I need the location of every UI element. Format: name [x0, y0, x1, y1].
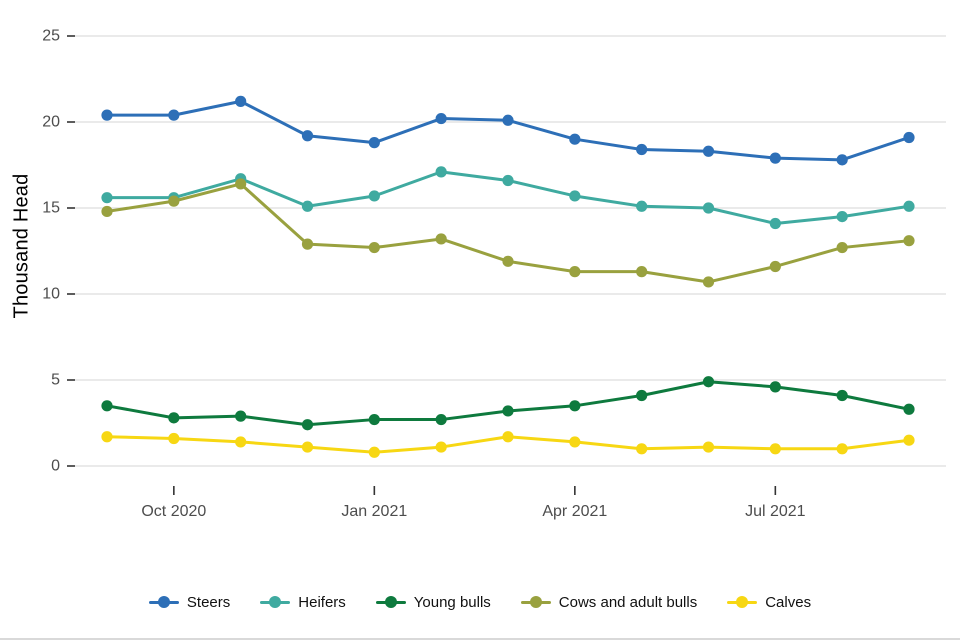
- legend-item-calves: Calves: [727, 594, 811, 611]
- data-point: [903, 434, 915, 446]
- legend-marker-icon: [260, 595, 291, 609]
- data-point: [101, 109, 113, 121]
- data-point: [235, 436, 247, 448]
- data-point: [101, 431, 113, 443]
- data-point: [836, 443, 848, 455]
- data-point: [101, 400, 113, 412]
- y-tick-label: 20: [42, 114, 60, 131]
- data-point: [435, 166, 447, 178]
- data-point: [168, 195, 180, 207]
- legend-label: Calves: [765, 593, 812, 611]
- legend-label: Heifers: [298, 593, 346, 611]
- y-tick-label: 10: [42, 286, 60, 303]
- x-tick-label: Apr 2021: [542, 503, 607, 520]
- data-point: [502, 255, 514, 267]
- series-line-steers: [105, 99, 911, 162]
- data-point: [636, 443, 648, 455]
- data-point: [702, 441, 715, 453]
- data-point: [168, 432, 180, 445]
- data-point: [101, 192, 113, 204]
- legend-label: Young bulls: [413, 593, 491, 611]
- data-point: [301, 238, 314, 250]
- data-point: [702, 376, 715, 388]
- data-point: [769, 152, 781, 164]
- data-point: [903, 235, 915, 247]
- data-point: [235, 410, 247, 422]
- chart-legend: Steers Heifers Young bulls Cows and adult b…: [0, 584, 960, 620]
- data-point: [368, 446, 380, 458]
- data-point: [301, 441, 314, 453]
- series-line-young-bulls: [105, 380, 911, 427]
- legend-label: Cows and adult bulls: [558, 593, 698, 611]
- legend-item-heifers: Heifers: [260, 594, 346, 611]
- data-point: [769, 443, 781, 455]
- data-point: [903, 200, 915, 212]
- data-point: [101, 205, 113, 218]
- data-point: [301, 130, 314, 142]
- data-point: [702, 145, 715, 157]
- data-point: [301, 419, 314, 431]
- data-point: [235, 178, 247, 190]
- data-point: [836, 211, 848, 223]
- legend-item-steers: Steers: [148, 593, 231, 611]
- data-point: [435, 233, 447, 245]
- data-point: [368, 190, 380, 202]
- data-point: [903, 403, 915, 415]
- data-point: [368, 241, 380, 254]
- data-point: [168, 412, 180, 424]
- y-tick-label: 0: [51, 458, 60, 475]
- series-line-cows-and-adult-bulls: [105, 182, 911, 284]
- data-point: [769, 260, 781, 273]
- data-point: [702, 276, 715, 288]
- y-tick-label: 5: [51, 372, 60, 389]
- x-tick-label: Jul 2021: [745, 503, 806, 520]
- data-point: [235, 95, 247, 107]
- y-tick-label: 15: [42, 200, 60, 217]
- data-point: [569, 190, 581, 202]
- legend-item-young-bulls: Young bulls: [375, 593, 491, 611]
- data-point: [636, 200, 648, 212]
- data-point: [301, 200, 314, 212]
- data-point: [836, 154, 848, 166]
- data-point: [502, 174, 514, 187]
- data-point: [636, 266, 648, 278]
- data-point: [903, 131, 915, 144]
- data-point: [435, 112, 447, 125]
- x-tick-label: Jan 2021: [341, 503, 407, 520]
- data-point: [435, 441, 447, 453]
- x-tick-label: Oct 2020: [141, 503, 206, 520]
- data-point: [769, 381, 781, 393]
- data-point: [636, 389, 648, 402]
- data-point: [836, 389, 848, 402]
- data-point: [502, 431, 514, 443]
- legend-marker-icon: [375, 595, 406, 609]
- data-point: [569, 436, 581, 448]
- line-chart-plot: 0 5 10 15 20 25 Oct 2020 Jan 2021 Apr 2021 Jul 20…: [42, 28, 946, 520]
- page-bottom-border: [0, 638, 960, 640]
- data-point: [502, 114, 514, 126]
- legend-item-cows-and-adult-bulls: Cows and adult bulls: [520, 593, 698, 611]
- legend-marker-icon: [520, 595, 551, 609]
- data-point: [769, 217, 781, 230]
- data-point: [435, 413, 447, 426]
- data-point: [836, 241, 848, 254]
- data-point: [502, 405, 514, 417]
- data-point: [702, 202, 715, 214]
- legend-marker-icon: [148, 595, 179, 609]
- legend-marker-icon: [727, 595, 758, 609]
- data-point: [569, 400, 581, 412]
- data-point: [636, 143, 648, 156]
- data-point: [569, 266, 581, 278]
- data-point: [368, 413, 380, 426]
- data-point: [569, 133, 581, 145]
- data-point: [168, 109, 180, 121]
- legend-label: Steers: [186, 593, 231, 611]
- y-tick-label: 25: [42, 28, 60, 45]
- data-point: [368, 137, 380, 149]
